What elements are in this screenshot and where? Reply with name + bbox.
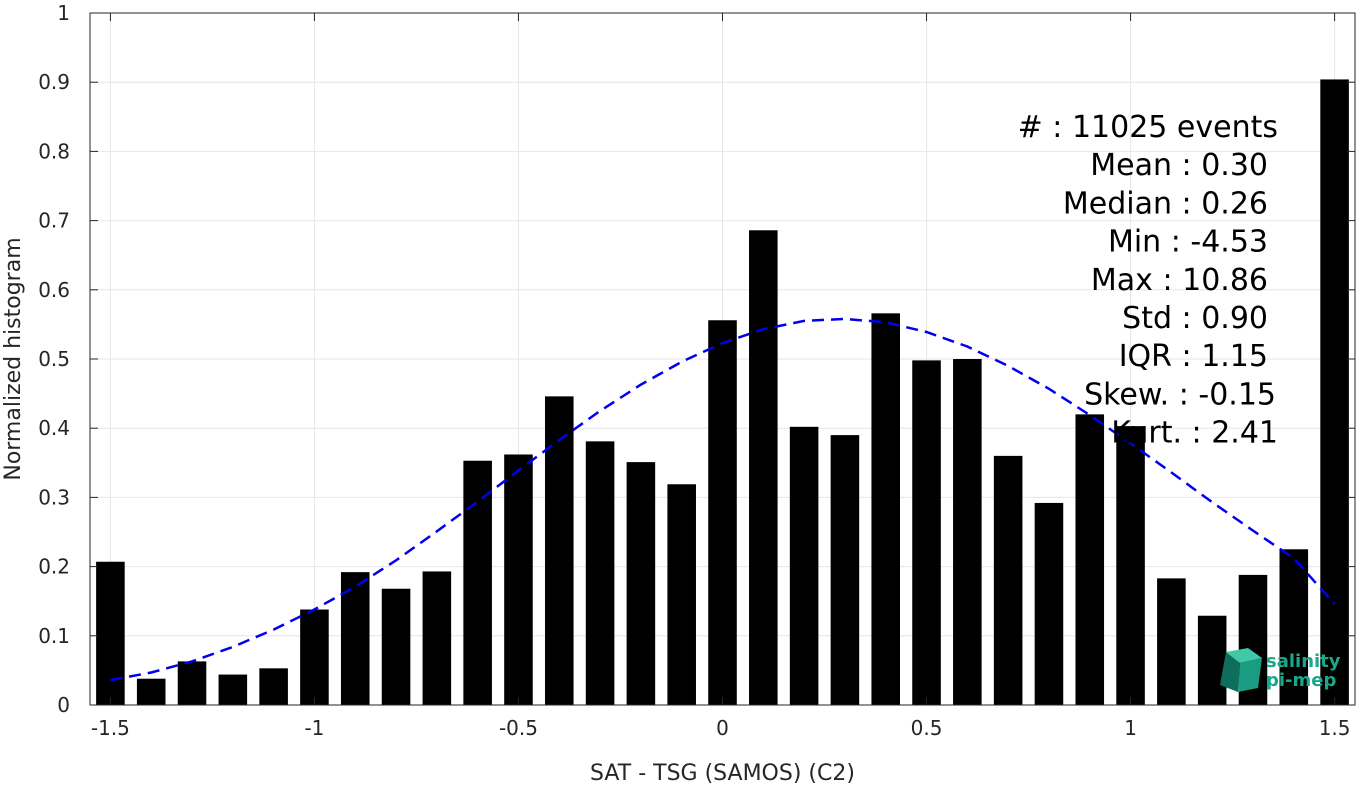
histogram-bar <box>871 313 901 705</box>
y-tick-label: 0.5 <box>38 347 70 371</box>
histogram-bar <box>218 674 248 705</box>
histogram-bar <box>340 572 370 705</box>
histogram-bar <box>1157 578 1186 705</box>
histogram-bar <box>504 454 533 705</box>
gaussian-fit-line <box>110 317 1336 682</box>
histogram-bar <box>544 396 574 705</box>
logo-text-line2: pi-mep <box>1266 670 1336 691</box>
histogram-bar <box>708 320 737 705</box>
histogram-bar <box>993 455 1023 705</box>
x-tick-label: -0.5 <box>499 716 538 740</box>
logo-cube-icon <box>1220 648 1262 692</box>
histogram-bars <box>96 79 1349 705</box>
y-tick-label: 0.6 <box>38 278 70 302</box>
x-tick-labels: -1.5 -1 -0.5 0 0.5 1 1.5 <box>91 716 1351 740</box>
logo-text-line1: salinity <box>1266 651 1341 672</box>
histogram-bar <box>1116 426 1145 705</box>
histogram-bar <box>136 678 166 705</box>
stat-line: Median : 0.26 <box>1063 186 1268 221</box>
y-tick-label: 0.2 <box>38 555 70 579</box>
axis-ticks <box>90 12 1355 706</box>
histogram-bar <box>667 484 696 705</box>
x-tick-label: -1.5 <box>91 716 130 740</box>
histogram-bar <box>626 462 656 705</box>
stat-line: # : 11025 events <box>1018 110 1278 145</box>
x-tick-label: 1.5 <box>1319 716 1351 740</box>
histogram-bar <box>1075 414 1105 705</box>
x-axis-label: SAT - TSG (SAMOS) (C2) <box>590 761 855 785</box>
histogram-bar <box>259 668 288 705</box>
stat-line: Skew. : -0.15 <box>1084 377 1276 412</box>
y-axis-label: Normalized histogram <box>1 237 26 480</box>
stat-line: IQR : 1.15 <box>1119 339 1268 374</box>
x-tick-label: 0 <box>716 716 729 740</box>
y-tick-label: 0.8 <box>38 139 70 163</box>
histogram-bar <box>953 359 982 705</box>
y-tick-labels: 0 0.1 0.2 0.3 0.4 0.5 0.6 0.7 0.8 0.9 1 <box>38 1 70 717</box>
stat-line: Min : -4.53 <box>1108 225 1268 260</box>
histogram-bar <box>1279 549 1309 705</box>
histogram-bar <box>96 561 125 705</box>
histogram-bar <box>381 588 411 705</box>
histogram-bar <box>177 661 207 705</box>
histogram-bar <box>830 435 860 705</box>
histogram-bar <box>463 460 492 705</box>
histogram-bar <box>912 360 941 705</box>
stat-line: Max : 10.86 <box>1091 263 1268 298</box>
histogram-bar <box>422 571 452 705</box>
stat-line: Std : 0.90 <box>1122 301 1268 336</box>
y-tick-label: 0.1 <box>38 624 70 648</box>
histogram-bar <box>585 441 615 705</box>
y-tick-label: 0 <box>57 693 70 717</box>
histogram-bar <box>1320 79 1349 705</box>
stat-line: Mean : 0.30 <box>1090 148 1268 183</box>
y-tick-label: 0.9 <box>38 70 70 94</box>
x-tick-label: -1 <box>304 716 324 740</box>
histogram-bar <box>1197 615 1227 705</box>
histogram-bar <box>300 609 329 705</box>
histogram-bar <box>789 426 819 705</box>
y-tick-label: 1 <box>57 1 70 25</box>
stat-line: Kurt. : 2.41 <box>1111 416 1278 451</box>
y-tick-label: 0.4 <box>38 416 70 440</box>
x-tick-label: 1 <box>1124 716 1137 740</box>
y-tick-label: 0.7 <box>38 209 70 233</box>
salinity-pimep-logo: salinity pi-mep <box>1220 648 1341 692</box>
histogram-bar <box>1034 502 1064 705</box>
y-tick-label: 0.3 <box>38 485 70 509</box>
x-tick-label: 0.5 <box>911 716 943 740</box>
histogram-bar <box>749 230 778 705</box>
